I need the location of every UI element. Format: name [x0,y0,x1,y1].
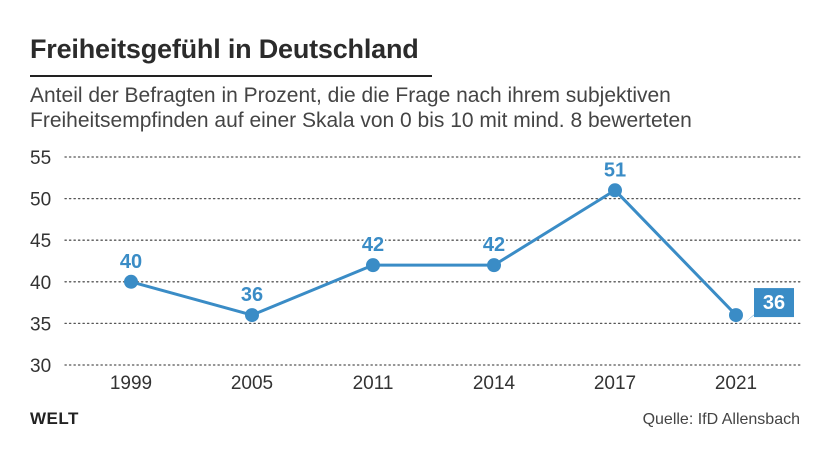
data-label: 36 [241,284,263,306]
x-tick-label: 2021 [715,373,757,394]
x-tick-label: 2014 [473,373,516,394]
chart-title: Freiheitsgefühl in Deutschland [30,34,419,64]
x-axis-ticks: 1999 2005 2011 2014 2017 2021 [110,373,757,394]
data-point [729,308,743,323]
gridlines [64,156,801,366]
y-tick-label: 40 [30,273,51,294]
line-chart: 30 35 40 45 50 55 1999 2005 2011 2014 2017 2021 40… [30,148,801,394]
data-label: 42 [483,234,505,256]
x-tick-label: 2017 [594,373,636,394]
data-point [366,258,380,273]
title-underline [30,75,432,77]
data-label: 51 [604,159,626,181]
y-tick-label: 55 [30,148,51,169]
data-labels: 40 36 42 42 51 36 [118,157,794,324]
x-tick-label: 1999 [110,373,152,394]
data-label: 42 [362,234,384,256]
data-label-highlight: 36 [763,292,785,314]
y-tick-label: 35 [30,314,51,335]
series-layer [124,183,743,323]
y-tick-label: 50 [30,190,51,211]
series-line [129,188,738,317]
source-note: Quelle: IfD Allensbach [642,411,800,428]
chart-subtitle-line1: Anteil der Befragten in Prozent, die die… [30,84,671,107]
data-label: 40 [120,251,142,273]
data-point [245,308,259,323]
data-point [487,258,501,273]
x-tick-label: 2005 [231,373,273,394]
callout-box [754,288,794,318]
data-point [608,183,622,198]
chart-subtitle-line2: Freiheitsempfinden auf einer Skala von 0… [30,109,692,132]
x-tick-label: 2011 [353,373,394,394]
y-tick-label: 30 [30,356,51,377]
y-axis-ticks: 30 35 40 45 50 55 [30,148,51,377]
publisher-logo: WELT [30,409,79,428]
y-tick-label: 45 [30,231,51,252]
data-point [124,274,138,289]
